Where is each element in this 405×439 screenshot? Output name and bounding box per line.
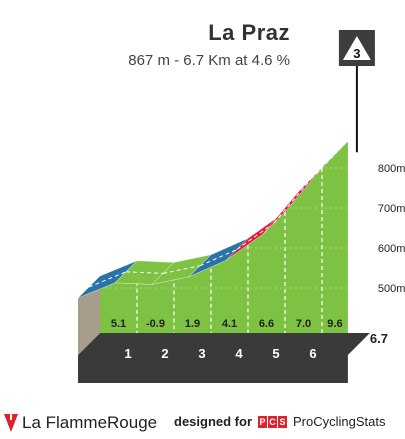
km-dividers [136,168,323,333]
altitude-tick-label: 800m [378,163,405,175]
profile-top-surface [77,141,349,299]
mountain-icon [342,36,371,60]
brand-name: La FlammeRouge [22,413,158,432]
segment-gradient-label: 1.9 [185,318,200,330]
altitude-tick-label: 600m [378,243,405,255]
profile-base-front [78,355,348,383]
altitude-tick-label: 500m [378,283,405,295]
climb-summary: 867 m - 6.7 Km at 4.6 % [128,52,290,69]
pcs-logo-letter: C [268,416,277,428]
profile-base-strip [78,333,370,355]
designed-for-text: designed for [174,414,253,429]
km-marker-label: 4 [235,346,243,361]
chart-labels: 500m 600m 700m 800m 5.1 -0.9 1.9 4.1 6.6 7.0 9.6 1 2… [111,163,405,361]
segment-gradient-label: 6.6 [259,318,274,330]
flamme-rouge-icon [4,414,18,432]
km-marker-label: 3 [198,346,205,361]
segment-gradient-label: 7.0 [296,318,311,330]
category-number: 3 [353,46,360,61]
climb-profile-chart: 3 500m 600m 700m 800m 5.1 -0.9 1.9 4.1 6.6 7.0 9.6… [77,30,405,383]
climb-title: La Praz [208,20,290,45]
altitude-tick-label: 700m [378,203,405,215]
pcs-logo-letter: S [278,416,287,428]
footer: La FlammeRouge designed for P C S ProCyc… [0,406,405,439]
segment-gradient-label: -0.9 [146,318,165,330]
profile-center-line [310,151,338,180]
end-distance-label: 6.7 [370,331,388,346]
segment-gradient-label: 5.1 [111,318,126,330]
profile-front-face [100,141,348,333]
km-marker-label: 1 [124,346,131,361]
profile-center-line [273,178,312,224]
km-marker-label: 2 [161,346,168,361]
climb-category-badge: 3 [338,30,375,153]
segment-gradient-label: 9.6 [327,318,342,330]
la-flamme-rouge-logo[interactable]: La FlammeRouge [4,412,157,434]
km-marker-label: 6 [309,346,316,361]
km-marker-label: 5 [272,346,279,361]
procyclingstats-link[interactable]: ProCyclingStats [293,414,386,429]
pcs-logo-icon[interactable]: P C S [258,416,288,428]
profile-base [78,333,370,383]
profile-center-line [236,222,275,250]
segment-gradient-label: 4.1 [222,318,237,330]
profile-center-line [125,271,164,274]
profile-center-line [162,265,201,274]
pcs-logo-letter: P [258,416,267,428]
